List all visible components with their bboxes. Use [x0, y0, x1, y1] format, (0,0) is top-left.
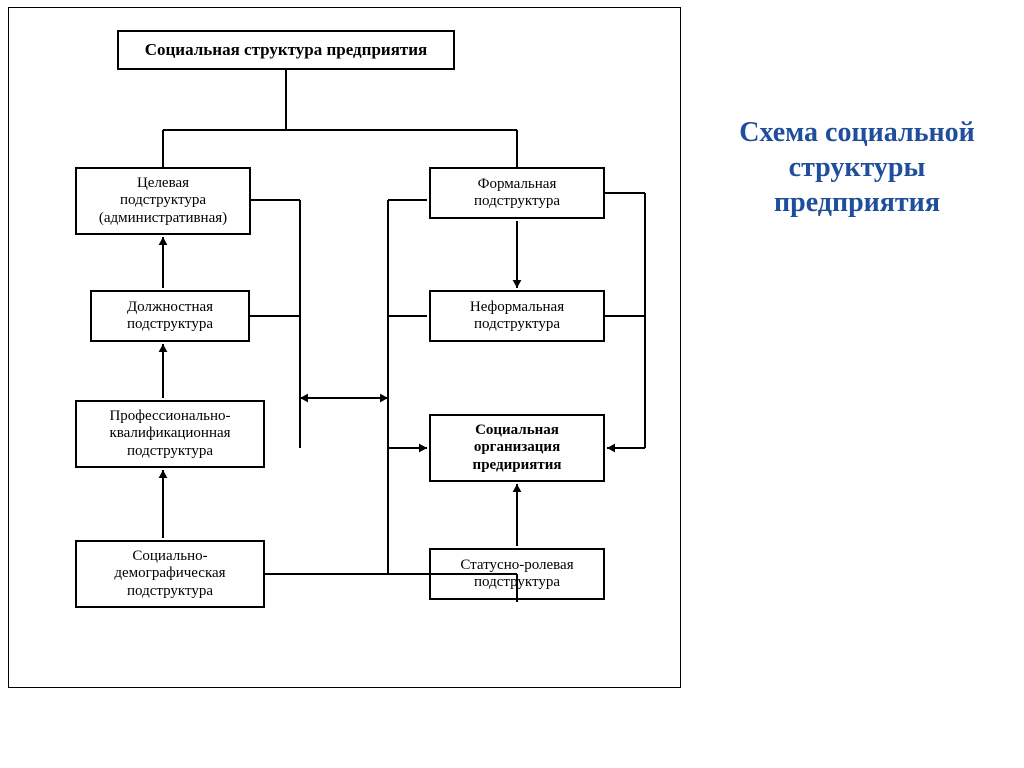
- node-label: Должностнаяподструктура: [127, 299, 213, 334]
- node-profqual: Профессионально-квалификационнаяподструк…: [75, 400, 265, 468]
- node-socorg: Социальнаяорганизацияпредириятия: [429, 414, 605, 482]
- node-target: Целеваяподструктура(административная): [75, 167, 251, 235]
- node-label: Формальнаяподструктура: [474, 176, 560, 211]
- node-sociodem: Социально-демографическаяподструктура: [75, 540, 265, 608]
- diagram-canvas: Схема социальной структуры предприятия С…: [0, 0, 1024, 768]
- node-label: Профессионально-квалификационнаяподструк…: [109, 408, 230, 460]
- node-position: Должностнаяподструктура: [90, 290, 250, 342]
- node-label: Статусно-ролеваяподструктура: [460, 557, 573, 592]
- node-label: Социальнаяорганизацияпредириятия: [473, 422, 562, 474]
- node-informal: Неформальнаяподструктура: [429, 290, 605, 342]
- diagram-title: Схема социальной структуры предприятия: [707, 115, 1007, 220]
- node-root: Социальная структура предприятия: [117, 30, 455, 70]
- node-label: Социально-демографическаяподструктура: [114, 548, 225, 600]
- node-label: Социальная структура предприятия: [145, 40, 428, 60]
- node-formal: Формальнаяподструктура: [429, 167, 605, 219]
- node-label: Неформальнаяподструктура: [470, 299, 564, 334]
- node-statusrole: Статусно-ролеваяподструктура: [429, 548, 605, 600]
- node-label: Целеваяподструктура(административная): [99, 175, 227, 227]
